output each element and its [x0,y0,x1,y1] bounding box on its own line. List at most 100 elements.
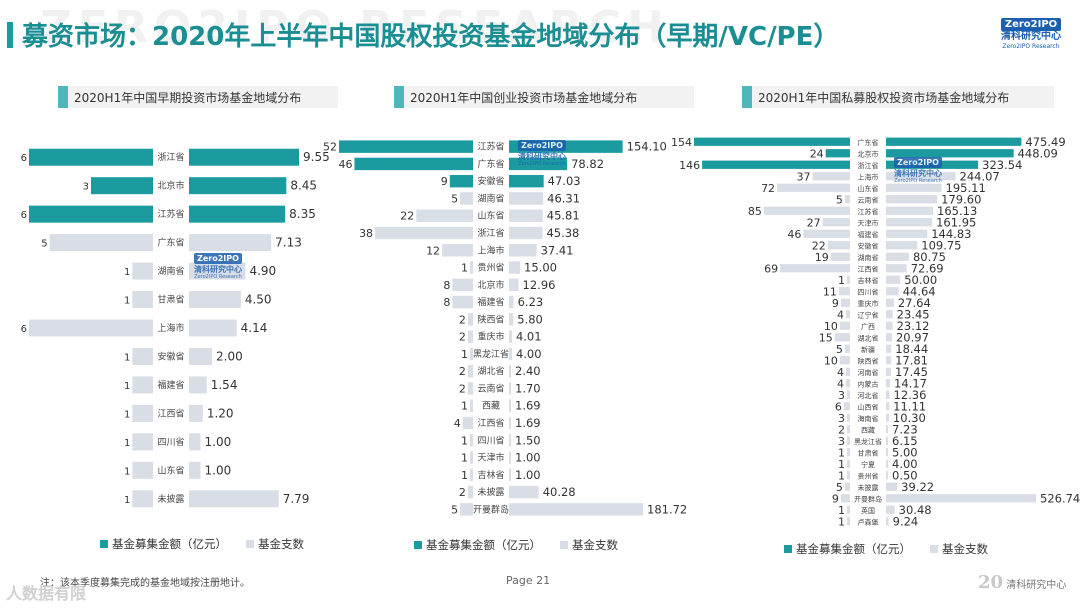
category-label: 湖南省 [477,192,504,204]
count-bar [845,367,850,376]
count-label: 3 [83,182,89,193]
amount-bar [189,234,272,252]
amount-label: 1.54 [211,378,238,392]
amount-label: 18.44 [895,342,928,356]
category-label: 湖南省 [157,265,184,277]
count-label: 1 [838,446,845,459]
count-label: 1 [124,466,130,477]
count-bar [847,275,850,284]
count-label: 4 [837,377,844,390]
category-label: 重庆市 [858,299,879,308]
legend-swatch-amount [414,541,422,549]
amount-bar [509,209,543,222]
category-label: 上海市 [858,172,879,181]
count-label: 5 [836,193,843,206]
category-label: 天津市 [858,218,879,227]
count-bar [49,234,153,252]
amount-label: 78.82 [571,157,604,171]
count-bar [803,229,850,238]
amount-bar [886,517,889,526]
amount-bar [509,382,511,395]
amount-label: 4.00 [892,457,918,471]
count-bar [467,330,473,343]
category-label: 北京市 [157,180,184,192]
count-label: 146 [679,159,700,172]
count-label: 1 [461,400,468,413]
category-label: 河南省 [858,368,879,377]
category-label: 山东省 [858,184,879,193]
count-bar [132,347,153,365]
category-label: 福建省 [858,230,879,239]
category-label: 四川省 [477,434,504,446]
count-bar [467,313,473,326]
category-label: 西藏 [482,400,500,412]
amount-bar [509,434,511,447]
amount-bar [886,195,938,204]
amount-bar [886,344,892,353]
amount-label: 37.41 [541,243,574,257]
amount-label: 1.00 [205,435,232,449]
count-bar [847,505,850,514]
category-label: 四川省 [858,287,879,296]
amount-label: 2.00 [216,349,243,363]
count-bar [844,482,850,491]
legend-label-count: 基金支数 [258,537,304,551]
count-bar [844,344,850,353]
amount-bar [886,298,894,307]
category-label: 辽宁省 [858,310,879,319]
chart-title-accent [742,86,752,108]
amount-label: 5.00 [892,445,918,459]
amount-label: 1.69 [515,399,541,413]
page-number: Page 21 [506,574,551,587]
category-label: 陕西省 [477,313,504,325]
amount-label: 27.64 [898,296,931,310]
legend-label-amount: 基金募集金额（亿元） [426,538,541,552]
amount-label: 17.45 [895,365,928,379]
count-bar [694,137,850,146]
amount-bar [509,468,511,482]
count-bar [452,278,473,292]
amount-label: 8.45 [290,179,317,193]
amount-bar [189,319,237,337]
count-bar [847,517,850,526]
count-label: 72 [761,182,775,195]
count-label: 69 [764,262,778,275]
legend-label-count: 基金支数 [942,542,988,556]
count-bar [847,425,850,434]
count-bar [132,404,153,422]
count-label: 9 [832,297,839,310]
category-label: 江西省 [157,407,184,419]
count-label: 1 [838,504,845,517]
watermark-cn: 清科研究中心 [518,152,566,161]
amount-label: 1.69 [515,416,541,430]
count-label: 1 [838,469,845,482]
count-label: 1 [124,438,130,449]
amount-bar [509,330,512,343]
amount-label: 4.00 [516,347,542,361]
count-bar [840,298,850,307]
amount-label: 23.12 [897,319,930,333]
amount-bar [509,399,511,412]
category-label: 新疆 [861,345,875,354]
count-label: 1 [838,515,845,528]
count-label: 3 [838,412,845,425]
amount-label: 1.50 [515,433,541,447]
count-bar [460,192,473,205]
count-bar [467,485,473,499]
count-bar [840,494,850,503]
category-label: 上海市 [157,322,184,334]
watermark-mark: Zero2IPO [194,253,242,264]
watermark-mark: Zero2IPO [518,140,566,151]
count-bar [91,177,153,195]
count-bar [845,379,850,388]
amount-label: 14.17 [894,376,927,390]
amount-bar [886,275,901,284]
count-label: 4 [837,366,844,379]
zero2ipo-logo: Zero2IPO 清科研究中心 Zero2IPO Research [1000,12,1062,52]
chart-watermark-logo: Zero2IPO 清科研究中心 Zero2IPO Research [190,246,246,280]
count-label: 11 [823,285,837,298]
count-label: 1 [124,352,130,363]
count-bar [702,160,850,169]
watermark-en: Zero2IPO Research [894,178,942,184]
count-label: 8 [443,296,450,309]
